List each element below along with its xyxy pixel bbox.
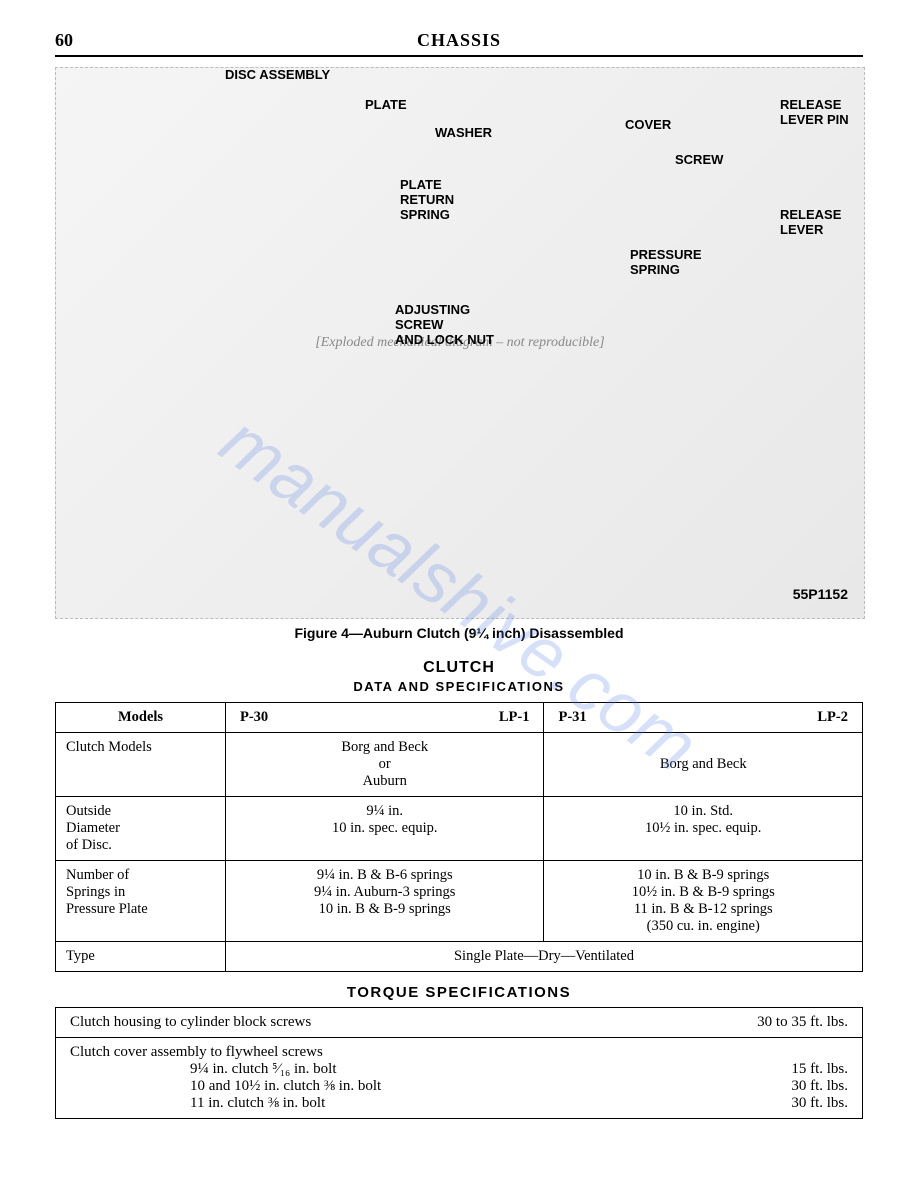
torque-table: Clutch housing to cylinder block screws …	[55, 1007, 863, 1119]
header-col2: P-31 LP-2	[544, 703, 863, 733]
callout-cover: COVER	[625, 117, 671, 132]
row-label-diameter: Outside Diameter of Disc.	[56, 797, 226, 861]
row-label-springs: Number of Springs in Pressure Plate	[56, 861, 226, 942]
header-models: Models	[56, 703, 226, 733]
table-row: Clutch Models Borg and Beck or Auburn Bo…	[56, 733, 863, 797]
row-col1-clutch-models: Borg and Beck or Auburn	[225, 733, 543, 797]
callout-screw: SCREW	[675, 152, 723, 167]
header-lp1: LP-1	[499, 709, 534, 726]
header-col1: P-30 LP-1	[225, 703, 543, 733]
torque-label-housing: Clutch housing to cylinder block screws	[70, 1014, 311, 1031]
torque-item-label: 11 in. clutch ⅜ in. bolt	[70, 1095, 325, 1112]
callout-adjusting-screw: ADJUSTING SCREW AND LOCK NUT	[395, 302, 494, 347]
figure-caption: Figure 4—Auburn Clutch (9¼ inch) Disasse…	[55, 625, 863, 641]
clutch-spec-table: Models P-30 LP-1 P-31 LP-2 Clutch Models…	[55, 702, 863, 972]
torque-item-label: 9¼ in. clutch ⁵⁄₁₆ in. bolt	[70, 1061, 337, 1078]
callout-release-lever-pin: RELEASE LEVER PIN	[780, 97, 849, 127]
figure-code: 55P1152	[793, 586, 848, 602]
torque-title: TORQUE SPECIFICATIONS	[55, 984, 863, 1001]
page-header: 60 CHASSIS	[55, 30, 863, 57]
torque-item-value: 15 ft. lbs.	[791, 1061, 848, 1078]
callout-plate: PLATE	[365, 97, 407, 112]
table-row: Number of Springs in Pressure Plate 9¼ i…	[56, 861, 863, 942]
row-label-clutch-models: Clutch Models	[56, 733, 226, 797]
page-number: 60	[55, 30, 73, 51]
header-p30: P-30	[236, 709, 268, 726]
row-col1-springs: 9¼ in. B & B-6 springs 9¼ in. Auburn-3 s…	[225, 861, 543, 942]
header-title: CHASSIS	[417, 30, 501, 51]
torque-row: Clutch housing to cylinder block screws …	[56, 1008, 863, 1038]
header-p31: P-31	[554, 709, 586, 726]
page-container: 60 CHASSIS [Exploded mechanical diagram …	[0, 0, 918, 1149]
torque-item-value: 30 ft. lbs.	[791, 1078, 848, 1095]
callout-disc-assembly: DISC ASSEMBLY	[225, 67, 330, 82]
table-row-type: Type Single Plate—Dry—Ventilated	[56, 942, 863, 972]
row-label-type: Type	[56, 942, 226, 972]
callout-pressure-spring: PRESSURE SPRING	[630, 247, 702, 277]
torque-item-value: 30 ft. lbs.	[791, 1095, 848, 1112]
row-value-type: Single Plate—Dry—Ventilated	[225, 942, 862, 972]
row-col2-diameter: 10 in. Std. 10½ in. spec. equip.	[544, 797, 863, 861]
table-row: Outside Diameter of Disc. 9¼ in. 10 in. …	[56, 797, 863, 861]
row-col2-springs: 10 in. B & B-9 springs 10½ in. B & B-9 s…	[544, 861, 863, 942]
torque-item-label: 10 and 10½ in. clutch ⅜ in. bolt	[70, 1078, 381, 1095]
row-col2-clutch-models: Borg and Beck	[544, 733, 863, 797]
torque-value-housing: 30 to 35 ft. lbs.	[757, 1014, 848, 1031]
table-header-row: Models P-30 LP-1 P-31 LP-2	[56, 703, 863, 733]
torque-row-cover-block: Clutch cover assembly to flywheel screws…	[56, 1038, 863, 1119]
clutch-title: CLUTCH	[55, 659, 863, 677]
header-lp2: LP-2	[817, 709, 852, 726]
row-col1-diameter: 9¼ in. 10 in. spec. equip.	[225, 797, 543, 861]
clutch-subtitle: DATA AND SPECIFICATIONS	[55, 679, 863, 694]
callout-washer: WASHER	[435, 125, 492, 140]
figure-area: [Exploded mechanical diagram – not repro…	[55, 67, 863, 617]
torque-cover-header: Clutch cover assembly to flywheel screws	[70, 1044, 848, 1061]
callout-release-lever: RELEASE LEVER	[780, 207, 841, 237]
callout-plate-return-spring: PLATE RETURN SPRING	[400, 177, 454, 222]
